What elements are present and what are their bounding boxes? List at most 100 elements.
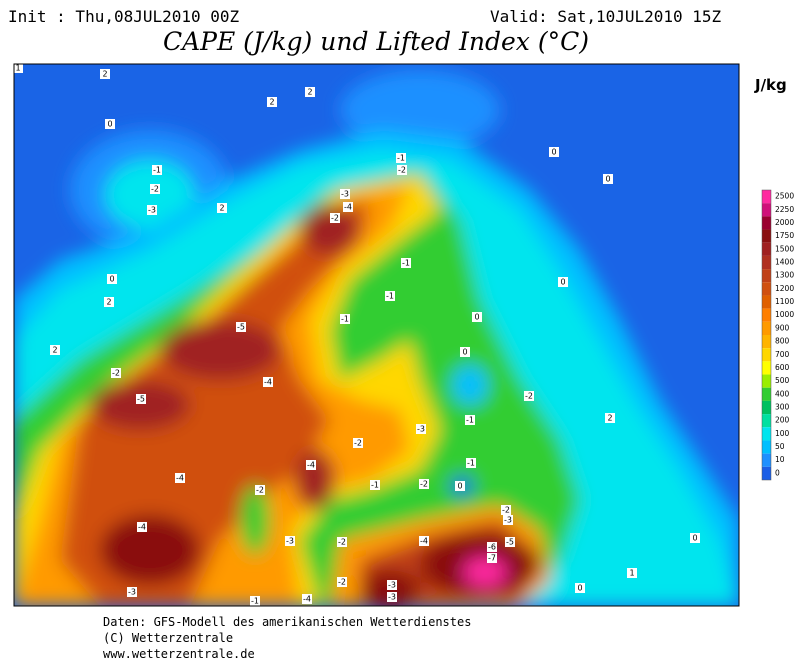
contour-label: -2 [331, 214, 339, 223]
contour-label-box [487, 542, 497, 552]
contour-label-box [127, 587, 137, 597]
contour-label-box [236, 322, 246, 332]
colorbar-unit: J/kg [754, 76, 787, 94]
colorbar-label: 1500 [775, 244, 794, 253]
contour-label-box [460, 347, 470, 357]
colorbar-label: 10 [775, 455, 785, 464]
colorbar-label: 800 [775, 337, 790, 346]
contour-label: -2 [338, 578, 346, 587]
colorbar-swatch [762, 203, 771, 217]
contour-label: -1 [371, 481, 379, 490]
contour-label: -4 [344, 203, 352, 212]
contour-label: -1 [402, 259, 410, 268]
colorbar-swatch [762, 282, 771, 296]
contour-label: 0 [107, 120, 112, 129]
colorbar-label: 900 [775, 323, 790, 332]
colorbar-label: 400 [775, 389, 790, 398]
colorbar-swatch [762, 242, 771, 256]
contour-label-box [353, 438, 363, 448]
colorbar-label: 0 [775, 468, 780, 477]
contour-label-box [690, 533, 700, 543]
contour-label-box [105, 119, 115, 129]
contour-label: -2 [256, 486, 264, 495]
colorbar-label: 2000 [775, 218, 794, 227]
map [14, 64, 739, 606]
contour-label: -2 [354, 439, 362, 448]
colorbar-swatch [762, 374, 771, 388]
contour-label: 1 [15, 64, 20, 73]
contour-label-box [255, 485, 265, 495]
colorbar-swatch [762, 427, 771, 441]
contour-label-box [524, 391, 534, 401]
contour-label: -1 [466, 416, 474, 425]
title: CAPE (J/kg) und Lifted Index (°C) [163, 27, 589, 56]
contour-label-box [419, 479, 429, 489]
contour-label-box [397, 165, 407, 175]
colorbar-label: 2500 [775, 192, 794, 201]
contour-label: -2 [112, 369, 120, 378]
contour-label-box [466, 458, 476, 468]
contour-label-box [603, 174, 613, 184]
contour-label-box [150, 184, 160, 194]
colorbar-swatch [762, 255, 771, 270]
colorbar-label: 700 [775, 350, 790, 359]
contour-label: -3 [148, 206, 156, 215]
contour-label: -3 [388, 593, 396, 602]
contour-label-box [549, 147, 559, 157]
colorbar-swatch [762, 414, 771, 428]
contour-label: 2 [219, 204, 224, 213]
contour-label: -5 [506, 538, 514, 547]
colorbar-swatch [762, 466, 771, 480]
contour-label: 0 [457, 482, 462, 491]
contour-label: -4 [264, 378, 272, 387]
contour-label-box [104, 297, 114, 307]
init-text: Init : Thu,08JUL2010 00Z [8, 7, 240, 26]
contour-label-box [136, 394, 146, 404]
contour-label: -2 [420, 480, 428, 489]
contour-label-box [111, 368, 121, 378]
contour-label-box [337, 577, 347, 587]
contour-label: -6 [488, 543, 496, 552]
colorbar-swatch [762, 216, 771, 230]
contour-label: 0 [462, 348, 467, 357]
colorbar-label: 2250 [775, 205, 794, 214]
contour-label: -1 [341, 315, 349, 324]
contour-label-box [337, 537, 347, 547]
contour-label-box [387, 580, 397, 590]
colorbar-swatch [762, 400, 771, 415]
contour-label: -3 [128, 588, 136, 597]
colorbar-swatch [762, 321, 771, 335]
colorbar-label: 100 [775, 429, 790, 438]
contour-label: 0 [692, 534, 697, 543]
contour-label-box [330, 213, 340, 223]
contour-label-box [340, 189, 350, 199]
contour-label-box [302, 594, 312, 604]
contour-label: 2 [307, 88, 312, 97]
contour-label: -1 [386, 292, 394, 301]
contour-label-box [285, 536, 295, 546]
contour-label: -2 [151, 185, 159, 194]
contour-label: -4 [307, 461, 315, 470]
contour-label: -4 [176, 474, 184, 483]
contour-label-box [250, 596, 260, 606]
contour-label: 0 [560, 278, 565, 287]
colorbar-frame [761, 189, 772, 481]
contour-label-box [472, 312, 482, 322]
contour-label-box [396, 153, 406, 163]
colorbar-label: 1100 [775, 297, 794, 306]
contour-label: -7 [488, 554, 496, 563]
contour-label: -5 [237, 323, 245, 332]
colorbar-swatch [762, 387, 771, 401]
footer-line: www.wetterzentrale.de [103, 647, 255, 661]
contour-label-box [487, 553, 497, 563]
contour-label-box [558, 277, 568, 287]
contour-label: 2 [102, 70, 107, 79]
colorbar-label: 1200 [775, 284, 794, 293]
contour-label-box [263, 377, 273, 387]
contour-label: 2 [607, 414, 612, 423]
contour-label-box [419, 536, 429, 546]
map-frame [13, 63, 740, 607]
contour-label-box [505, 537, 515, 547]
contour-label: -3 [286, 537, 294, 546]
contour-label-box [455, 481, 465, 491]
